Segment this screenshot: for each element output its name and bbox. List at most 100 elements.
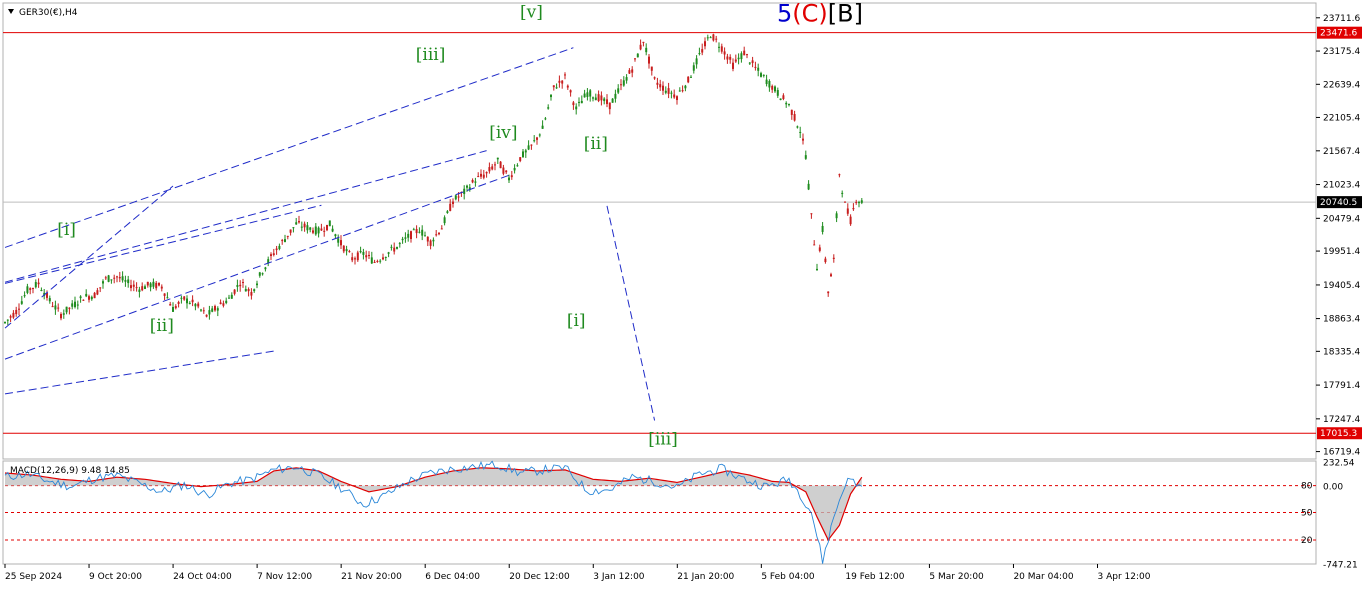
candle bbox=[76, 300, 79, 310]
candle-body bbox=[723, 51, 726, 55]
candle bbox=[625, 74, 628, 84]
macd-series bbox=[4, 460, 1316, 564]
candle-body bbox=[250, 291, 253, 296]
candle bbox=[309, 226, 312, 233]
triangle-down-icon[interactable] bbox=[8, 9, 14, 14]
candle-body bbox=[566, 85, 569, 88]
candle bbox=[228, 294, 230, 299]
trendline[interactable] bbox=[4, 47, 574, 248]
x-tick-label: 3 Apr 12:00 bbox=[1098, 572, 1151, 582]
candle bbox=[760, 71, 762, 78]
candle bbox=[701, 43, 704, 56]
candle-body bbox=[718, 46, 720, 48]
candle-body bbox=[530, 144, 533, 146]
trendline[interactable] bbox=[4, 173, 512, 360]
x-tick-label: 24 Oct 04:00 bbox=[173, 572, 232, 582]
x-tick-label: 25 Sep 2024 bbox=[5, 572, 62, 582]
candle-body bbox=[88, 296, 90, 300]
candle bbox=[256, 280, 258, 289]
main-plot-area[interactable] bbox=[2, 2, 1317, 460]
candle-body bbox=[648, 56, 650, 64]
candle bbox=[681, 85, 684, 93]
candle-body bbox=[746, 54, 748, 56]
x-tick-label: 21 Jan 20:00 bbox=[677, 572, 734, 582]
trendline[interactable] bbox=[4, 185, 174, 329]
candle-body bbox=[762, 74, 765, 76]
candle-body bbox=[424, 235, 426, 237]
candle-body bbox=[214, 306, 216, 311]
candle-body bbox=[23, 295, 26, 297]
candle bbox=[404, 232, 407, 243]
candle-body bbox=[62, 313, 65, 315]
candle-body bbox=[597, 94, 600, 101]
candle-body bbox=[704, 41, 706, 47]
candle bbox=[396, 246, 398, 250]
trendline[interactable] bbox=[606, 205, 656, 421]
candle-body bbox=[172, 307, 174, 312]
y-tick-label: 20479.4 bbox=[1323, 214, 1360, 224]
trendline[interactable] bbox=[4, 204, 322, 284]
candle-body bbox=[639, 44, 642, 50]
candle bbox=[65, 306, 68, 315]
candle bbox=[398, 242, 401, 248]
candle-body bbox=[382, 257, 384, 260]
price-tag-current[interactable] bbox=[1317, 196, 1362, 209]
candle-body bbox=[180, 297, 183, 299]
candle-body bbox=[821, 225, 824, 232]
candle bbox=[673, 89, 676, 99]
candle-body bbox=[768, 80, 771, 88]
wave-labels: [i] [ii] [iii] [iv] [v] [i] [ii] [iii] 5(C)[B] bbox=[57, 0, 863, 450]
candle-body bbox=[356, 252, 359, 261]
candle bbox=[471, 178, 474, 184]
candle bbox=[659, 79, 662, 92]
candle-body bbox=[785, 102, 788, 105]
candle-body bbox=[667, 88, 670, 94]
candle-body bbox=[300, 226, 303, 228]
candle bbox=[516, 163, 519, 167]
candle bbox=[118, 271, 121, 283]
candle-body bbox=[216, 308, 219, 311]
trendlines[interactable] bbox=[4, 47, 656, 421]
candle bbox=[519, 156, 522, 163]
candle bbox=[720, 43, 723, 54]
candle bbox=[127, 275, 130, 288]
candle bbox=[802, 133, 804, 145]
candle bbox=[312, 227, 314, 235]
candle bbox=[205, 314, 208, 318]
candle bbox=[435, 230, 438, 237]
candle-body bbox=[348, 251, 351, 253]
price-tag-label: 23471.6 bbox=[1320, 29, 1357, 39]
candle-body bbox=[446, 211, 449, 213]
candle bbox=[345, 245, 348, 256]
candle-body bbox=[482, 174, 485, 178]
candle bbox=[194, 303, 197, 311]
trendline[interactable] bbox=[4, 350, 274, 395]
candle bbox=[96, 287, 99, 296]
candle-body bbox=[373, 261, 376, 263]
candle bbox=[536, 136, 538, 145]
candle-body bbox=[846, 208, 849, 214]
candle bbox=[572, 100, 575, 110]
candle bbox=[648, 53, 650, 69]
candle bbox=[586, 88, 589, 101]
candle bbox=[317, 226, 320, 238]
candle bbox=[835, 211, 838, 223]
candle bbox=[715, 35, 718, 43]
candle-body bbox=[99, 287, 102, 289]
price-tag-target[interactable] bbox=[1317, 427, 1362, 440]
candle bbox=[790, 109, 793, 120]
candle-body bbox=[435, 234, 438, 236]
candle bbox=[328, 220, 331, 227]
price-tag-resistance[interactable] bbox=[1317, 26, 1362, 39]
candle bbox=[410, 230, 412, 243]
candle-body bbox=[793, 113, 796, 121]
candle-body bbox=[496, 157, 499, 160]
candle-body bbox=[852, 208, 855, 210]
candle bbox=[62, 309, 65, 319]
candle-body bbox=[580, 100, 583, 104]
candle bbox=[116, 275, 118, 283]
candle-body bbox=[68, 307, 71, 309]
candle bbox=[85, 289, 88, 298]
